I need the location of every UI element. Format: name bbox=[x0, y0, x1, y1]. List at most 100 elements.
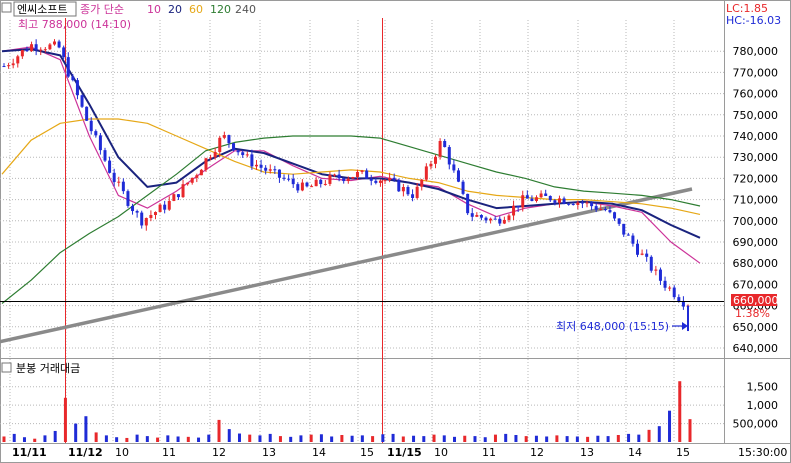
volume-bar bbox=[2, 436, 6, 442]
current-price-label: 660,000 bbox=[733, 294, 779, 307]
volume-bar bbox=[84, 416, 88, 442]
stock-name-box[interactable] bbox=[13, 1, 77, 17]
candle bbox=[186, 182, 190, 186]
ma-240-label[interactable]: 240 bbox=[235, 3, 256, 16]
volume-bar bbox=[422, 436, 426, 442]
candle-body bbox=[489, 218, 493, 221]
time-tick-label: 10 bbox=[434, 446, 448, 459]
candle-body bbox=[209, 157, 213, 159]
candle-body bbox=[466, 193, 470, 214]
candle-body bbox=[85, 106, 89, 121]
candle-body bbox=[254, 164, 258, 167]
ma-60-label[interactable]: 60 bbox=[189, 3, 203, 16]
price-tick-label: 780,000 bbox=[733, 45, 779, 58]
candle-body bbox=[144, 218, 148, 226]
ma-120-label[interactable]: 120 bbox=[210, 3, 231, 16]
candle bbox=[7, 62, 11, 69]
time-tick-label: 12 bbox=[212, 446, 226, 459]
volume-bar bbox=[545, 436, 549, 442]
price-tick-label: 680,000 bbox=[733, 257, 779, 270]
volume-bar bbox=[22, 437, 26, 442]
candle-body bbox=[30, 44, 34, 52]
candle-body bbox=[613, 212, 617, 219]
candle-body bbox=[296, 184, 300, 191]
candle bbox=[328, 171, 332, 187]
ma-20-label[interactable]: 20 bbox=[168, 3, 182, 16]
candle bbox=[378, 179, 382, 187]
lc-label: LC:1.85 bbox=[726, 2, 768, 15]
candle-body bbox=[415, 186, 419, 198]
candle-body bbox=[594, 206, 598, 210]
candle-body bbox=[176, 194, 180, 198]
candle-body bbox=[140, 212, 144, 226]
volume-bar bbox=[299, 435, 303, 442]
candle-body bbox=[378, 180, 382, 183]
candle-body bbox=[576, 202, 580, 206]
price-tick-label: 730,000 bbox=[733, 151, 779, 164]
candle-body bbox=[521, 195, 525, 208]
candle bbox=[85, 106, 89, 122]
candle-body bbox=[190, 177, 194, 183]
candle-body bbox=[300, 182, 304, 191]
candle bbox=[135, 209, 139, 218]
candle bbox=[25, 46, 29, 52]
candle-body bbox=[149, 215, 153, 219]
candle-body bbox=[57, 41, 61, 48]
volume-bar bbox=[453, 436, 457, 442]
candle bbox=[466, 193, 470, 216]
candle-body bbox=[52, 41, 56, 45]
ma-10-label[interactable]: 10 bbox=[147, 3, 161, 16]
candle-body bbox=[204, 158, 208, 170]
volume-panel-toggle-icon[interactable] bbox=[1, 362, 12, 373]
candle bbox=[411, 189, 415, 202]
candle bbox=[525, 190, 529, 199]
volume-bar bbox=[94, 432, 98, 442]
candle-body bbox=[360, 170, 364, 172]
candle bbox=[355, 169, 359, 180]
candle-body bbox=[337, 174, 341, 179]
volume-bar bbox=[319, 434, 323, 442]
volume-bar bbox=[156, 437, 160, 442]
candle bbox=[360, 169, 364, 175]
candle bbox=[190, 177, 194, 185]
candle-body bbox=[80, 95, 84, 107]
price-tick-label: 740,000 bbox=[733, 130, 779, 143]
candle-body bbox=[181, 184, 185, 198]
candle bbox=[374, 177, 378, 185]
candle-body bbox=[323, 183, 327, 185]
candle-body bbox=[617, 218, 621, 224]
candle-body bbox=[365, 170, 369, 179]
candle-body bbox=[264, 167, 268, 171]
candle-body bbox=[484, 217, 488, 221]
volume-panel-title: 분봉 거래대금 bbox=[16, 362, 80, 375]
candle-body bbox=[314, 179, 318, 187]
volume-bar bbox=[145, 436, 149, 442]
candle bbox=[57, 39, 61, 49]
grid bbox=[0, 20, 724, 443]
trendline[interactable] bbox=[0, 187, 693, 344]
candle-body bbox=[525, 195, 529, 199]
candle-body bbox=[108, 160, 112, 173]
candle-body bbox=[199, 169, 203, 176]
candle-body bbox=[112, 172, 116, 182]
price-tick-label: 760,000 bbox=[733, 88, 779, 101]
candle-body bbox=[131, 205, 135, 212]
candle bbox=[493, 216, 497, 220]
candle bbox=[287, 174, 291, 182]
candle-body bbox=[153, 212, 157, 216]
candle bbox=[333, 173, 337, 177]
candle-body bbox=[346, 178, 350, 182]
volume-bar bbox=[237, 433, 241, 442]
candle-body bbox=[475, 215, 479, 217]
candle-body bbox=[553, 200, 557, 203]
candle bbox=[291, 174, 295, 188]
candle bbox=[172, 193, 176, 202]
panel-toggle-icon[interactable] bbox=[1, 2, 12, 13]
time-tick-label: 15 bbox=[360, 446, 374, 459]
candle-body bbox=[333, 174, 337, 176]
candle-body bbox=[397, 179, 401, 192]
volume-bar bbox=[371, 436, 375, 442]
candle bbox=[112, 168, 116, 187]
candle-body bbox=[658, 269, 662, 281]
